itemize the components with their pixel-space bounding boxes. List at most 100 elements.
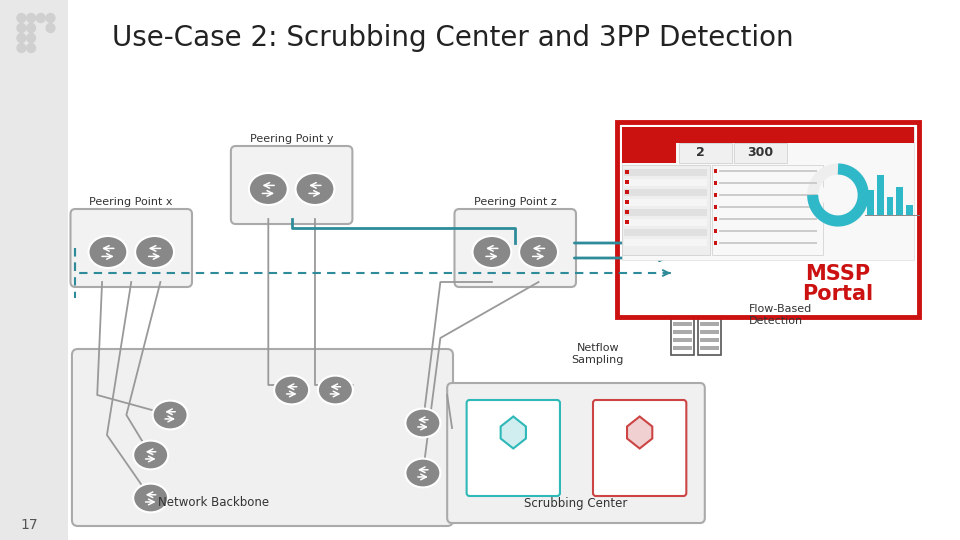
Text: Peering Point x: Peering Point x xyxy=(89,197,173,207)
FancyBboxPatch shape xyxy=(447,383,705,523)
Bar xyxy=(887,197,894,215)
Text: 2: 2 xyxy=(696,146,705,159)
Bar xyxy=(700,330,719,334)
Circle shape xyxy=(17,24,26,32)
Ellipse shape xyxy=(275,376,309,404)
Bar xyxy=(624,189,707,196)
Circle shape xyxy=(36,14,45,23)
Bar xyxy=(624,179,707,186)
FancyBboxPatch shape xyxy=(454,209,576,287)
Bar xyxy=(673,306,692,310)
Ellipse shape xyxy=(88,236,128,268)
Text: Network Backbone: Network Backbone xyxy=(158,496,270,509)
Ellipse shape xyxy=(472,236,512,268)
Bar xyxy=(624,229,707,236)
FancyBboxPatch shape xyxy=(467,400,560,496)
Text: MSSP: MSSP xyxy=(804,265,870,285)
Polygon shape xyxy=(501,416,526,449)
Bar xyxy=(622,165,709,255)
Bar xyxy=(719,194,817,196)
FancyBboxPatch shape xyxy=(72,349,453,526)
Bar xyxy=(700,338,719,342)
Bar xyxy=(673,330,692,334)
Ellipse shape xyxy=(133,441,168,469)
Circle shape xyxy=(27,44,36,52)
Circle shape xyxy=(27,14,36,23)
Bar xyxy=(624,199,707,206)
Text: Netflow
Sampling: Netflow Sampling xyxy=(571,343,624,364)
Ellipse shape xyxy=(153,401,187,429)
Text: 300: 300 xyxy=(747,146,773,159)
Circle shape xyxy=(17,14,26,23)
Ellipse shape xyxy=(133,484,168,512)
Bar xyxy=(673,346,692,350)
Ellipse shape xyxy=(249,173,288,205)
Text: Scrubbing Center: Scrubbing Center xyxy=(524,497,628,510)
FancyBboxPatch shape xyxy=(593,400,686,496)
Bar xyxy=(625,190,629,194)
Bar xyxy=(622,143,676,163)
Bar xyxy=(624,219,707,226)
Circle shape xyxy=(46,14,55,23)
Text: Flow-Based
Detection: Flow-Based Detection xyxy=(749,304,812,326)
Text: Peering Point z: Peering Point z xyxy=(474,197,557,207)
Bar xyxy=(700,298,719,302)
Bar xyxy=(734,143,787,163)
Bar xyxy=(671,295,694,355)
Bar xyxy=(700,346,719,350)
Bar xyxy=(719,230,817,232)
Circle shape xyxy=(27,24,36,32)
Text: Portal: Portal xyxy=(802,285,873,305)
Bar xyxy=(713,193,717,197)
Bar xyxy=(876,175,883,215)
Bar xyxy=(673,338,692,342)
Bar xyxy=(625,210,629,214)
Text: 17: 17 xyxy=(20,518,38,532)
Bar xyxy=(625,180,629,184)
Bar xyxy=(673,314,692,318)
Bar xyxy=(679,143,732,163)
Polygon shape xyxy=(627,416,652,449)
Bar xyxy=(906,205,913,215)
Circle shape xyxy=(17,44,26,52)
Bar xyxy=(625,170,629,174)
Bar xyxy=(673,322,692,326)
Bar xyxy=(700,314,719,318)
Polygon shape xyxy=(0,0,68,540)
Bar xyxy=(713,241,717,245)
Bar xyxy=(700,306,719,310)
Ellipse shape xyxy=(135,236,174,268)
Ellipse shape xyxy=(296,173,334,205)
Bar xyxy=(625,220,629,224)
Circle shape xyxy=(17,33,26,43)
Bar xyxy=(625,200,629,204)
Text: Use-Case 2: Scrubbing Center and 3PP Detection: Use-Case 2: Scrubbing Center and 3PP Det… xyxy=(111,24,793,52)
Bar xyxy=(624,239,707,246)
Ellipse shape xyxy=(519,236,558,268)
Bar xyxy=(719,182,817,184)
Ellipse shape xyxy=(405,409,441,437)
FancyBboxPatch shape xyxy=(70,209,192,287)
Circle shape xyxy=(46,24,55,32)
Bar xyxy=(713,169,717,173)
Ellipse shape xyxy=(405,458,441,488)
Bar xyxy=(719,206,817,208)
Bar xyxy=(713,229,717,233)
Bar xyxy=(698,295,721,355)
Ellipse shape xyxy=(318,376,353,404)
Bar xyxy=(719,218,817,220)
Bar xyxy=(673,298,692,302)
Bar xyxy=(624,209,707,216)
Bar xyxy=(713,205,717,209)
FancyBboxPatch shape xyxy=(231,146,352,224)
Bar xyxy=(711,165,824,255)
Bar xyxy=(719,242,817,244)
Bar xyxy=(622,127,914,260)
Bar xyxy=(719,170,817,172)
Bar xyxy=(713,181,717,185)
Circle shape xyxy=(27,33,36,43)
Text: Peering Point y: Peering Point y xyxy=(250,134,333,144)
Bar xyxy=(713,217,717,221)
Bar xyxy=(897,187,903,215)
Bar xyxy=(867,190,874,215)
